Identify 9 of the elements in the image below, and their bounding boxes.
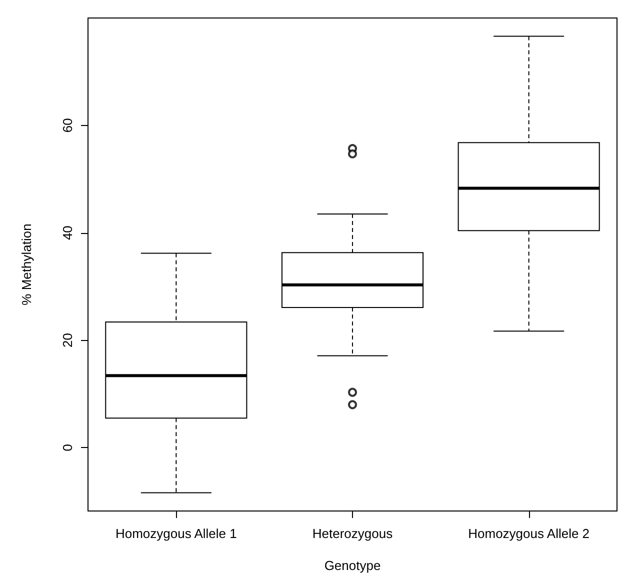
x-tick-label: Heterozygous [312,526,394,541]
x-tick-label: Homozygous Allele 2 [468,526,590,541]
y-tick-label: 60 [60,118,75,133]
x-tick-label: Homozygous Allele 1 [115,526,237,541]
x-axis-title: Genotype [324,558,381,573]
y-tick-label: 40 [60,226,75,240]
y-tick-label: 0 [60,444,75,452]
y-axis-title: % Methylation [19,224,34,306]
y-tick-label: 20 [60,332,75,348]
